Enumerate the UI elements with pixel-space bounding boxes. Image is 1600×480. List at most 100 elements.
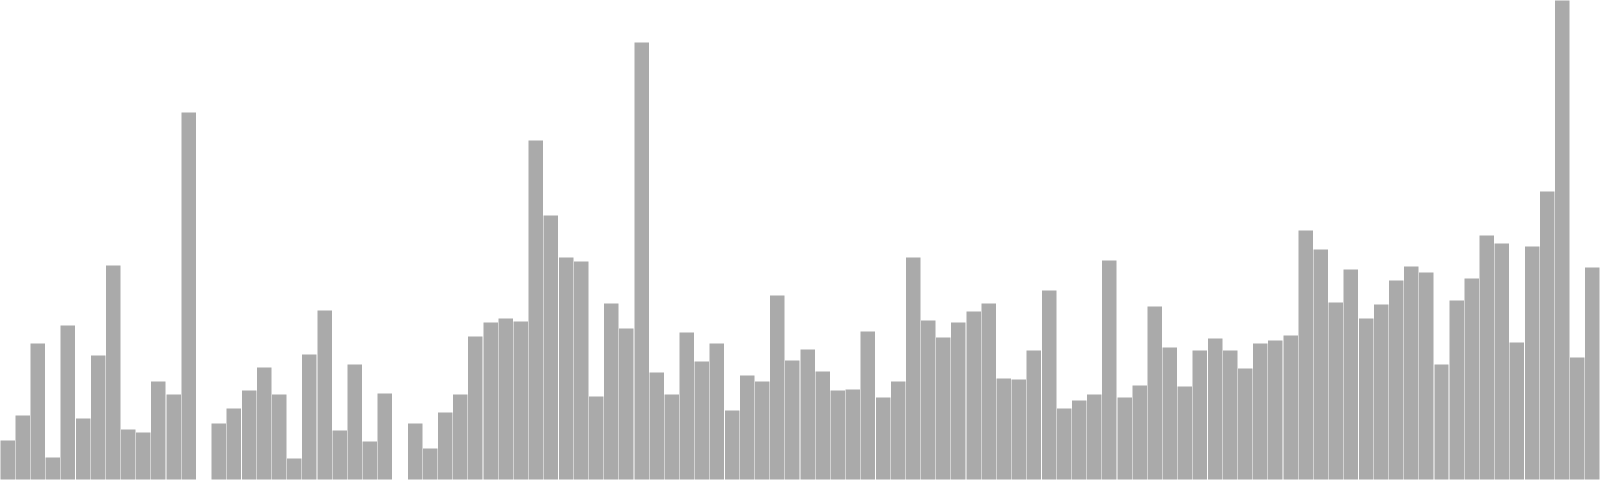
bar-81 xyxy=(1222,349,1239,480)
bar-12 xyxy=(180,111,197,480)
bar-34 xyxy=(512,320,529,480)
bar-14 xyxy=(211,422,227,480)
bar-6 xyxy=(90,354,106,480)
bar-63 xyxy=(950,321,967,480)
bar-105 xyxy=(1584,266,1600,480)
bar-91 xyxy=(1373,303,1389,480)
bar-69 xyxy=(1041,289,1057,480)
bar-66 xyxy=(995,377,1012,480)
bar-78 xyxy=(1177,385,1193,480)
bar-104 xyxy=(1569,356,1586,480)
bar-87 xyxy=(1312,248,1329,480)
bar-5 xyxy=(75,417,91,480)
bar-42 xyxy=(633,41,650,480)
bar-10 xyxy=(150,380,167,480)
bar-80 xyxy=(1207,337,1223,480)
bar-33 xyxy=(497,317,514,480)
bar-24 xyxy=(361,440,378,480)
bar-62 xyxy=(935,336,952,480)
bar-27 xyxy=(407,422,423,480)
bar-0 xyxy=(0,439,16,480)
bar-88 xyxy=(1328,301,1344,480)
bar-51 xyxy=(769,294,786,480)
bar-2 xyxy=(29,342,46,480)
bar-60 xyxy=(905,256,922,480)
bar-57 xyxy=(860,330,876,480)
bar-83 xyxy=(1252,342,1269,480)
bar-65 xyxy=(980,302,997,480)
bar-8 xyxy=(120,428,137,480)
bar-94 xyxy=(1418,271,1435,480)
bar-82 xyxy=(1237,367,1254,480)
bar-37 xyxy=(558,256,574,480)
bar-29 xyxy=(437,411,454,480)
bar-49 xyxy=(739,374,756,480)
bar-56 xyxy=(844,388,861,480)
bar-16 xyxy=(241,389,257,480)
bar-9 xyxy=(135,431,152,480)
bar-74 xyxy=(1116,396,1133,480)
bar-21 xyxy=(316,309,333,480)
bar-18 xyxy=(271,393,288,480)
bar-38 xyxy=(573,260,589,480)
bar-28 xyxy=(422,447,439,480)
bar-31 xyxy=(467,335,484,480)
bar-20 xyxy=(301,353,318,480)
bar-59 xyxy=(890,380,906,480)
bar-58 xyxy=(875,396,891,480)
bar-3 xyxy=(44,456,61,480)
bar-44 xyxy=(663,393,680,480)
bar-1 xyxy=(14,414,31,480)
bar-50 xyxy=(754,380,771,480)
bar-72 xyxy=(1086,393,1103,480)
bar-76 xyxy=(1146,305,1163,480)
bar-41 xyxy=(618,327,635,480)
bar-67 xyxy=(1011,378,1027,480)
bar-22 xyxy=(331,429,348,480)
bar-96 xyxy=(1448,299,1465,480)
bar-99 xyxy=(1494,242,1510,480)
bar-90 xyxy=(1358,317,1374,480)
bar-43 xyxy=(648,371,665,480)
bar-79 xyxy=(1192,349,1208,480)
bar-32 xyxy=(482,321,499,480)
bar-89 xyxy=(1343,268,1359,480)
bar-39 xyxy=(588,395,605,480)
bar-101 xyxy=(1524,245,1540,480)
bar-64 xyxy=(965,310,982,480)
bar-45 xyxy=(678,331,695,480)
bar-17 xyxy=(256,366,272,480)
bar-71 xyxy=(1071,399,1088,480)
bar-36 xyxy=(543,214,559,480)
bar-11 xyxy=(165,393,182,480)
bar-55 xyxy=(829,389,846,480)
bar-97 xyxy=(1463,277,1480,480)
bar-100 xyxy=(1509,341,1525,480)
bar-73 xyxy=(1101,259,1118,480)
bar-75 xyxy=(1131,384,1148,480)
bar-4 xyxy=(60,324,76,480)
bar-92 xyxy=(1388,279,1405,480)
bar-46 xyxy=(694,360,710,480)
bar-47 xyxy=(709,342,725,480)
bar-7 xyxy=(105,264,122,480)
bar-35 xyxy=(527,139,544,480)
bar-19 xyxy=(286,457,303,480)
bar-48 xyxy=(724,409,740,480)
bar-30 xyxy=(452,393,469,480)
bar-23 xyxy=(346,363,363,480)
bar-102 xyxy=(1539,190,1556,480)
bar-77 xyxy=(1161,346,1178,480)
bar-95 xyxy=(1433,363,1450,480)
bar-103 xyxy=(1554,0,1571,480)
bar-98 xyxy=(1478,234,1495,480)
bar-25 xyxy=(377,392,393,480)
bar-84 xyxy=(1267,339,1284,480)
bar-53 xyxy=(799,348,816,480)
bar-93 xyxy=(1403,265,1420,480)
bar-70 xyxy=(1056,407,1072,480)
bar-86 xyxy=(1297,229,1314,480)
